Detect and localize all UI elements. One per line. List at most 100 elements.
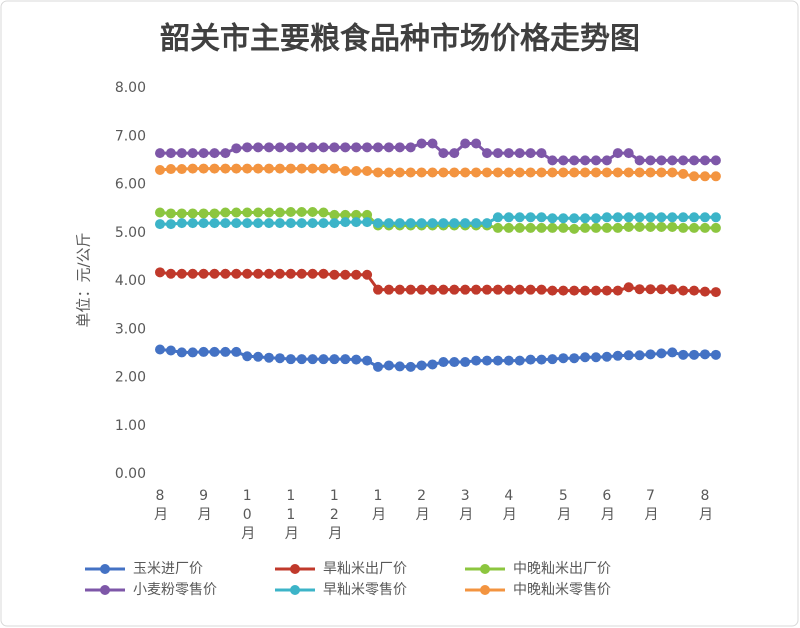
data-point (601, 167, 612, 178)
data-point (700, 222, 710, 233)
data-point (514, 284, 525, 295)
data-point (656, 284, 667, 295)
x-tick-label: 10月 (241, 488, 256, 542)
data-point (710, 222, 721, 233)
y-tick-label: 3.00 (115, 321, 146, 337)
data-point (329, 354, 340, 365)
data-point (329, 163, 340, 174)
data-point (220, 163, 231, 174)
data-point (351, 165, 362, 176)
data-point (645, 349, 656, 360)
data-point (383, 284, 394, 295)
data-point (285, 163, 296, 174)
y-axis-label: 单位：元/公斤 (75, 232, 93, 327)
data-point (558, 222, 569, 233)
data-point (176, 218, 187, 229)
data-point (187, 163, 198, 174)
data-point (514, 222, 525, 233)
data-point (296, 207, 307, 218)
data-point (274, 142, 285, 153)
data-point (525, 212, 536, 223)
data-point (700, 155, 710, 166)
data-point (612, 212, 623, 223)
data-point (307, 268, 318, 279)
data-point (678, 222, 689, 233)
legend-label: 早籼米零售价 (323, 582, 407, 598)
data-point (591, 213, 601, 224)
data-point (176, 268, 187, 279)
data-point (155, 207, 165, 218)
data-point (176, 347, 187, 358)
data-point (231, 163, 242, 174)
data-point (220, 207, 231, 218)
data-point (362, 142, 373, 153)
data-point (667, 221, 678, 232)
data-point (449, 357, 460, 368)
data-point (623, 221, 634, 232)
data-point (503, 222, 514, 233)
data-point (416, 218, 427, 229)
data-point (209, 346, 220, 357)
data-point (580, 352, 591, 363)
legend-marker (100, 564, 110, 574)
data-point (492, 148, 503, 159)
data-point (667, 155, 678, 166)
data-point (373, 218, 383, 229)
data-point (264, 163, 274, 174)
data-point (503, 167, 514, 178)
data-point (482, 355, 492, 366)
data-point (492, 167, 503, 178)
data-point (242, 268, 253, 279)
y-tick-label: 6.00 (115, 177, 146, 193)
data-point (394, 218, 405, 229)
data-point (580, 222, 591, 233)
data-point (492, 222, 503, 233)
data-point (394, 361, 405, 372)
data-point (340, 209, 351, 220)
data-point (525, 222, 536, 233)
data-point (667, 347, 678, 358)
data-point (340, 165, 351, 176)
data-point (678, 155, 689, 166)
data-point (634, 221, 645, 232)
data-point (689, 171, 700, 182)
data-point (198, 268, 209, 279)
data-point (601, 212, 612, 223)
data-point (438, 284, 449, 295)
data-point (155, 148, 165, 159)
data-point (351, 217, 362, 228)
data-point (514, 167, 525, 178)
data-point (231, 268, 242, 279)
data-point (362, 209, 373, 220)
data-point (187, 208, 198, 219)
data-point (536, 212, 547, 223)
data-point (580, 155, 591, 166)
data-point (710, 155, 721, 166)
data-point (373, 361, 383, 372)
y-tick-label: 4.00 (115, 273, 146, 289)
data-point (623, 282, 634, 293)
data-point (394, 167, 405, 178)
data-point (678, 168, 689, 179)
data-point (580, 213, 591, 224)
data-point (394, 284, 405, 295)
data-point (340, 217, 351, 228)
data-point (460, 357, 471, 368)
data-point (482, 148, 492, 159)
data-point (209, 163, 220, 174)
data-point (547, 155, 558, 166)
data-point (536, 167, 547, 178)
data-point (591, 167, 601, 178)
data-point (601, 285, 612, 296)
data-point (612, 285, 623, 296)
data-point (438, 167, 449, 178)
data-point (383, 218, 394, 229)
data-point (405, 218, 416, 229)
data-point (634, 155, 645, 166)
data-point (362, 269, 373, 280)
data-point (340, 142, 351, 153)
data-point (623, 148, 634, 159)
data-point (187, 268, 198, 279)
data-point (187, 218, 198, 229)
